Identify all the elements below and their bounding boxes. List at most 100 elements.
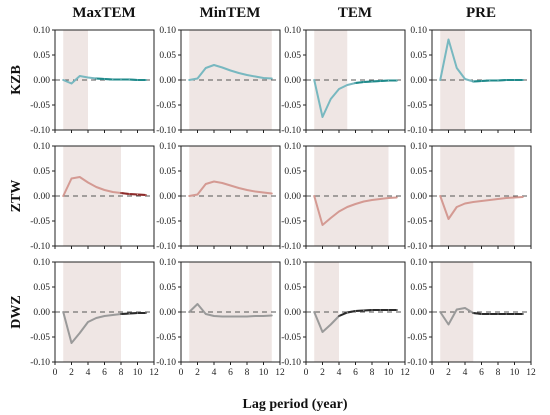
data-point-kzb-mintem	[262, 77, 265, 79]
x-tick-label: 12	[526, 368, 536, 378]
y-tick-label: 0.10	[33, 142, 50, 152]
y-tick-label: 0.00	[284, 76, 301, 86]
x-tick-label: 12	[149, 368, 159, 378]
y-tick-label: -0.10	[156, 242, 176, 252]
x-tick-label: 0	[304, 368, 309, 378]
y-tick-label: 0.00	[159, 192, 176, 202]
data-point-ztw-pre	[522, 196, 524, 198]
data-point-kzb-pre	[513, 79, 516, 81]
panel-dwz-pre: 0 2 4 6 8 10 12 0.10 0.05 0.00 -0.05 -0.10	[407, 258, 536, 378]
data-point-dwz-pre	[513, 313, 516, 315]
x-tick-label: 12	[275, 368, 285, 378]
y-tick-label: 0.00	[410, 76, 427, 86]
x-axis-label: Lag period (year)	[243, 397, 348, 412]
data-point-ztw-tem	[363, 200, 365, 203]
data-point-kzb-tem	[330, 98, 332, 100]
data-point-dwz-tem	[346, 311, 348, 314]
data-point-kzb-tem	[346, 84, 348, 86]
data-point-kzb-maxtem	[95, 77, 97, 80]
data-point-ztw-pre	[505, 197, 507, 199]
data-point-kzb-tem	[321, 116, 324, 118]
x-tick-label: 2	[195, 368, 200, 378]
y-tick-label: 0.05	[284, 167, 301, 177]
data-point-kzb-mintem	[188, 79, 190, 81]
data-point-ztw-maxtem	[79, 176, 81, 178]
data-point-kzb-tem	[396, 79, 398, 82]
y-tick-label: 0.05	[33, 51, 50, 61]
y-tick-label: 0.10	[410, 142, 427, 152]
data-point-ztw-tem	[321, 224, 324, 226]
x-tick-label: 2	[69, 368, 74, 378]
x-tick-label: 6	[479, 368, 484, 378]
y-tick-label: 0.10	[284, 258, 301, 268]
data-point-ztw-maxtem	[103, 189, 106, 191]
data-point-dwz-tem	[371, 309, 373, 311]
data-point-ztw-pre	[447, 218, 450, 220]
y-tick-label: 0.05	[33, 167, 50, 177]
y-tick-label: 0.00	[159, 308, 176, 318]
data-point-kzb-tem	[371, 80, 373, 83]
data-point-dwz-pre	[497, 313, 499, 315]
data-point-kzb-maxtem	[112, 78, 114, 81]
data-point-ztw-pre	[497, 198, 499, 200]
data-point-dwz-maxtem	[87, 321, 89, 323]
data-point-kzb-maxtem	[136, 79, 139, 81]
data-point-ztw-pre	[456, 206, 458, 208]
data-point-kzb-maxtem	[70, 82, 73, 85]
x-tick-label: 10	[510, 368, 520, 378]
panel-kzb-pre: 0.10 0.05 0.00 -0.05 -0.10	[407, 26, 532, 136]
data-point-ztw-maxtem	[120, 192, 122, 194]
data-point-kzb-mintem	[221, 66, 223, 69]
x-tick-label: 4	[337, 368, 342, 378]
series-tail-kzb-tem	[354, 79, 398, 84]
data-point-ztw-mintem	[205, 183, 207, 185]
data-point-dwz-pre	[447, 323, 450, 326]
data-point-ztw-pre	[439, 195, 441, 197]
y-tick-label: 0.00	[284, 308, 301, 318]
data-point-dwz-pre	[489, 313, 491, 315]
data-point-ztw-mintem	[188, 195, 190, 197]
x-tick-label: 8	[245, 368, 250, 378]
data-point-dwz-mintem	[246, 315, 248, 318]
data-point-ztw-maxtem	[95, 186, 97, 188]
x-tick-label: 2	[446, 368, 451, 378]
y-tick-label: -0.05	[156, 333, 176, 343]
data-point-dwz-maxtem	[62, 311, 64, 313]
y-tick-label: 0.00	[33, 192, 50, 202]
data-point-dwz-pre	[522, 313, 524, 315]
data-point-kzb-maxtem	[103, 78, 106, 80]
data-point-ztw-maxtem	[136, 193, 139, 196]
y-tick-label: 0.10	[410, 26, 427, 36]
x-tick-label: 12	[400, 368, 410, 378]
data-point-dwz-tem	[330, 323, 332, 326]
y-tick-label: -0.05	[407, 333, 427, 343]
data-point-ztw-tem	[354, 203, 357, 205]
data-point-dwz-mintem	[254, 315, 256, 317]
data-point-kzb-tem	[379, 80, 381, 82]
data-point-kzb-mintem	[229, 69, 232, 72]
y-tick-label: -0.10	[30, 126, 50, 136]
data-point-kzb-maxtem	[79, 75, 81, 77]
data-point-kzb-maxtem	[120, 78, 122, 81]
y-tick-label: 0.05	[410, 283, 427, 293]
y-tick-label: -0.05	[30, 217, 50, 227]
data-point-kzb-pre	[472, 80, 474, 83]
y-tick-label: 0.00	[410, 192, 427, 202]
data-point-kzb-mintem	[238, 72, 240, 74]
column-title-mintem: MinTEM	[200, 5, 261, 21]
data-point-ztw-maxtem	[62, 195, 64, 197]
data-point-kzb-maxtem	[62, 79, 64, 81]
data-point-dwz-maxtem	[145, 312, 147, 314]
data-point-dwz-pre	[472, 312, 474, 314]
x-tick-label: 0	[53, 368, 58, 378]
y-tick-label: 0.05	[159, 283, 176, 293]
data-point-kzb-mintem	[196, 77, 199, 80]
series-tail-dwz-maxtem	[120, 312, 147, 315]
x-tick-label: 8	[496, 368, 501, 378]
data-point-ztw-tem	[396, 196, 398, 199]
column-title-maxtem: MaxTEM	[72, 5, 135, 21]
data-point-ztw-tem	[330, 217, 332, 219]
x-tick-label: 4	[86, 368, 91, 378]
data-point-kzb-pre	[505, 79, 507, 81]
panel-kzb-maxtem: 0.10 0.05 0.00 -0.05 -0.10	[30, 26, 155, 136]
